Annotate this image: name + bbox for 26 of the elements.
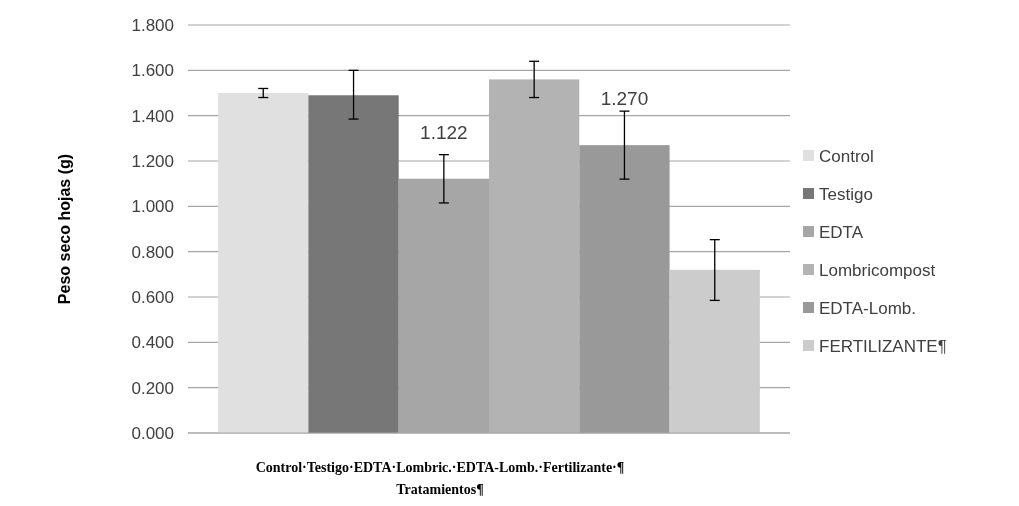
legend-label: EDTA-Lomb. bbox=[819, 298, 916, 318]
legend-label: EDTA bbox=[819, 222, 864, 242]
bar bbox=[579, 145, 670, 433]
legend-label: FERTILIZANTE¶ bbox=[819, 336, 947, 356]
y-tick-label: 0.200 bbox=[131, 378, 174, 398]
y-tick-label: 0.800 bbox=[131, 242, 174, 262]
x-axis-title: Tratamientos¶ bbox=[396, 482, 484, 497]
y-tick-label: 1.600 bbox=[131, 61, 174, 81]
y-axis-title: Peso seco hojas (g) bbox=[56, 153, 73, 305]
y-tick-label: 0.600 bbox=[131, 287, 174, 307]
bar bbox=[669, 269, 760, 433]
y-tick-label: 1.400 bbox=[131, 106, 174, 126]
y-tick-label: 1.800 bbox=[131, 15, 174, 35]
legend-label: Testigo bbox=[819, 184, 873, 204]
legend-label: Control bbox=[819, 146, 874, 166]
bar bbox=[308, 95, 399, 433]
y-tick-label: 1.200 bbox=[131, 151, 174, 171]
text: Control·Testigo·EDTA·Lombric.·EDTA-Lomb.·Fertilizante·¶ bbox=[255, 460, 625, 475]
y-tick-label: 1.000 bbox=[131, 197, 174, 217]
data-label: 1.270 bbox=[600, 88, 649, 110]
data-label: 1.122 bbox=[420, 121, 468, 143]
legend-label: Lombricompost bbox=[819, 260, 936, 280]
bar bbox=[489, 79, 580, 433]
y-tick-label: 0.400 bbox=[131, 333, 174, 353]
y-tick-label: 0.000 bbox=[131, 423, 174, 443]
bar bbox=[218, 93, 309, 433]
